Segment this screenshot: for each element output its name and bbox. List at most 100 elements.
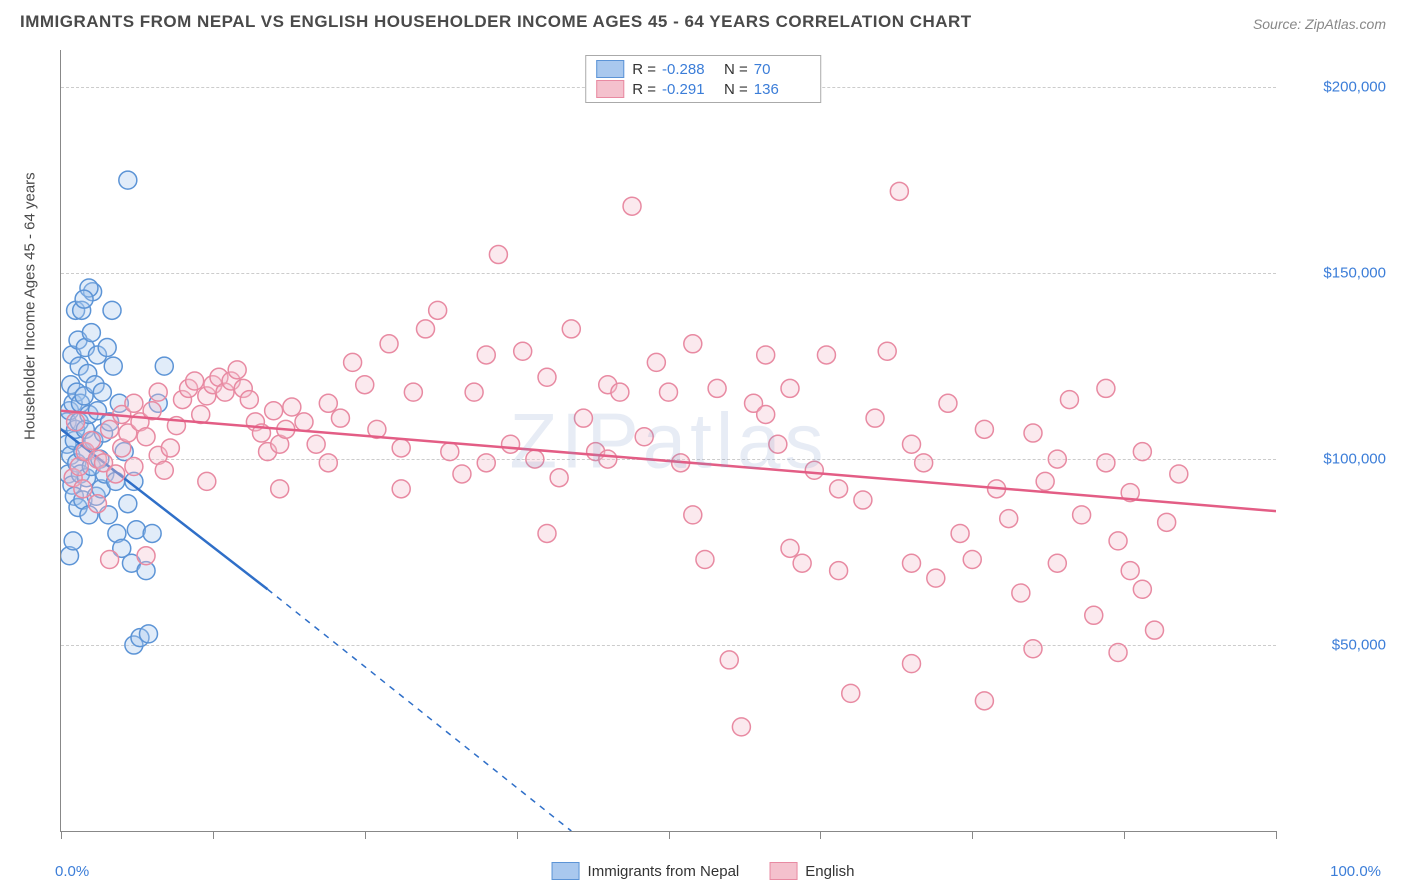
data-point <box>380 335 398 353</box>
data-point <box>1085 606 1103 624</box>
data-point <box>963 551 981 569</box>
data-point <box>143 524 161 542</box>
data-point <box>769 435 787 453</box>
legend-swatch <box>596 60 624 78</box>
scatter-plot-svg <box>61 50 1276 831</box>
data-point <box>64 532 82 550</box>
data-point <box>793 554 811 572</box>
data-point <box>878 342 896 360</box>
data-point <box>502 435 520 453</box>
legend-swatch <box>596 80 624 98</box>
data-point <box>119 171 137 189</box>
data-point <box>903 655 921 673</box>
data-point <box>732 718 750 736</box>
data-point <box>295 413 313 431</box>
data-point <box>939 394 957 412</box>
data-point <box>74 480 92 498</box>
data-point <box>1109 532 1127 550</box>
data-point <box>489 246 507 264</box>
x-tick <box>517 831 518 839</box>
data-point <box>1000 510 1018 528</box>
data-point <box>720 651 738 669</box>
data-point <box>538 368 556 386</box>
data-point <box>890 182 908 200</box>
y-tick-label: $100,000 <box>1286 451 1386 468</box>
data-point <box>975 692 993 710</box>
data-point <box>696 551 714 569</box>
plot-area: ZIPatlas $50,000$100,000$150,000$200,000 <box>60 50 1276 832</box>
y-tick-label: $200,000 <box>1286 79 1386 96</box>
data-point <box>1158 513 1176 531</box>
data-point <box>103 301 121 319</box>
data-point <box>927 569 945 587</box>
data-point <box>127 521 145 539</box>
data-point <box>465 383 483 401</box>
x-tick <box>365 831 366 839</box>
data-point <box>915 454 933 472</box>
data-point <box>757 346 775 364</box>
data-point <box>1024 424 1042 442</box>
data-point <box>1109 643 1127 661</box>
data-point <box>271 480 289 498</box>
data-point <box>599 450 617 468</box>
legend-row: R =-0.291N =136 <box>596 80 810 98</box>
data-point <box>854 491 872 509</box>
x-tick <box>669 831 670 839</box>
regression-line-extrapolated <box>268 589 572 831</box>
data-point <box>562 320 580 338</box>
data-point <box>830 562 848 580</box>
data-point <box>161 439 179 457</box>
data-point <box>574 409 592 427</box>
data-point <box>635 428 653 446</box>
data-point <box>647 353 665 371</box>
data-point <box>1024 640 1042 658</box>
data-point <box>101 420 119 438</box>
legend-swatch <box>552 862 580 880</box>
data-point <box>307 435 325 453</box>
data-point <box>67 413 85 431</box>
data-point <box>477 454 495 472</box>
data-point <box>125 458 143 476</box>
data-point <box>757 405 775 423</box>
data-point <box>477 346 495 364</box>
data-point <box>101 551 119 569</box>
data-point <box>1133 443 1151 461</box>
data-point <box>660 383 678 401</box>
data-point <box>155 461 173 479</box>
data-point <box>240 391 258 409</box>
data-point <box>137 428 155 446</box>
data-point <box>441 443 459 461</box>
x-axis-max-label: 100.0% <box>1330 863 1381 880</box>
legend-label: Immigrants from Nepal <box>588 863 740 880</box>
correlation-legend: R =-0.288N =70 R =-0.291N =136 <box>585 55 821 103</box>
data-point <box>1133 580 1151 598</box>
chart-title: IMMIGRANTS FROM NEPAL VS ENGLISH HOUSEHO… <box>20 12 972 32</box>
data-point <box>903 554 921 572</box>
legend-item: English <box>769 862 854 880</box>
data-point <box>453 465 471 483</box>
data-point <box>684 506 702 524</box>
data-point <box>125 394 143 412</box>
data-point <box>417 320 435 338</box>
data-point <box>356 376 374 394</box>
source-attribution: Source: ZipAtlas.com <box>1253 16 1386 32</box>
data-point <box>107 465 125 483</box>
data-point <box>684 335 702 353</box>
data-point <box>1097 379 1115 397</box>
data-point <box>344 353 362 371</box>
data-point <box>93 383 111 401</box>
legend-row: R =-0.288N =70 <box>596 60 810 78</box>
x-tick <box>820 831 821 839</box>
series-legend: Immigrants from Nepal English <box>552 862 855 880</box>
x-tick <box>972 831 973 839</box>
x-tick <box>1124 831 1125 839</box>
data-point <box>830 480 848 498</box>
data-point <box>623 197 641 215</box>
data-point <box>392 480 410 498</box>
regression-line <box>61 411 1276 511</box>
data-point <box>82 432 100 450</box>
data-point <box>842 684 860 702</box>
data-point <box>550 469 568 487</box>
data-point <box>975 420 993 438</box>
data-point <box>149 383 167 401</box>
